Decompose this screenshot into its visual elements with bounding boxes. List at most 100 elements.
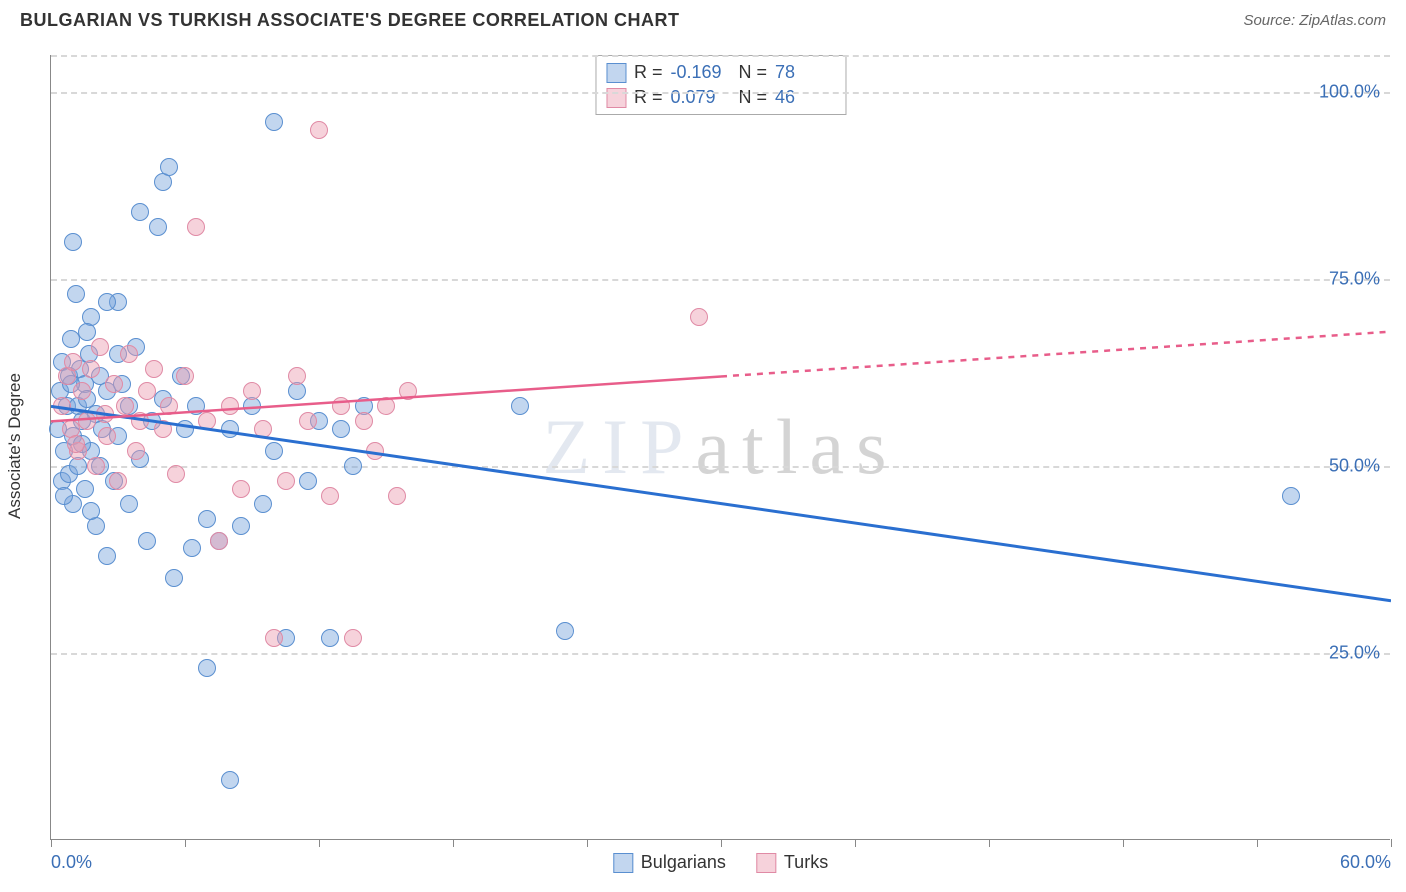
- data-point: [377, 397, 395, 415]
- data-point: [232, 517, 250, 535]
- n-label: N =: [739, 62, 768, 83]
- data-point: [138, 532, 156, 550]
- data-point: [221, 771, 239, 789]
- x-tick-label: 0.0%: [51, 852, 92, 873]
- x-tick: [989, 839, 990, 847]
- x-tick: [51, 839, 52, 847]
- gridline: [51, 279, 1390, 281]
- data-point: [149, 218, 167, 236]
- data-point: [299, 412, 317, 430]
- data-point: [76, 480, 94, 498]
- data-point: [187, 218, 205, 236]
- data-point: [332, 397, 350, 415]
- data-point: [105, 375, 123, 393]
- data-point: [98, 427, 116, 445]
- data-point: [310, 121, 328, 139]
- data-point: [210, 532, 228, 550]
- data-point: [73, 382, 91, 400]
- data-point: [321, 487, 339, 505]
- x-tick: [1391, 839, 1392, 847]
- data-point: [221, 397, 239, 415]
- stats-row-series2: R = 0.079 N = 46: [606, 85, 835, 110]
- watermark: ZIPatlas: [543, 402, 899, 492]
- data-point: [167, 465, 185, 483]
- data-point: [198, 510, 216, 528]
- data-point: [109, 472, 127, 490]
- data-point: [120, 495, 138, 513]
- swatch-series2: [756, 853, 776, 873]
- x-tick: [855, 839, 856, 847]
- data-point: [154, 420, 172, 438]
- data-point: [299, 472, 317, 490]
- data-point: [511, 397, 529, 415]
- y-axis-label: Associate's Degree: [5, 373, 25, 519]
- chart-title: BULGARIAN VS TURKISH ASSOCIATE'S DEGREE …: [20, 10, 679, 31]
- data-point: [131, 412, 149, 430]
- data-point: [355, 412, 373, 430]
- swatch-series1: [606, 63, 626, 83]
- data-point: [138, 382, 156, 400]
- data-point: [1282, 487, 1300, 505]
- legend-item-series2: Turks: [756, 852, 828, 873]
- scatter-chart: ZIPatlas R = -0.169 N = 78 R = 0.079 N =…: [50, 55, 1390, 840]
- data-point: [243, 382, 261, 400]
- data-point: [160, 158, 178, 176]
- data-point: [67, 435, 85, 453]
- data-point: [176, 367, 194, 385]
- x-tick-label: 60.0%: [1340, 852, 1391, 873]
- data-point: [64, 233, 82, 251]
- r-value-series2: 0.079: [671, 87, 731, 108]
- data-point: [232, 480, 250, 498]
- data-point: [288, 367, 306, 385]
- data-point: [388, 487, 406, 505]
- data-point: [332, 420, 350, 438]
- data-point: [265, 629, 283, 647]
- data-point: [265, 113, 283, 131]
- data-point: [91, 338, 109, 356]
- data-point: [254, 495, 272, 513]
- data-point: [98, 293, 116, 311]
- gridline: [51, 55, 1390, 57]
- gridline: [51, 92, 1390, 94]
- swatch-series2: [606, 88, 626, 108]
- data-point: [82, 502, 100, 520]
- data-point: [96, 405, 114, 423]
- data-point: [165, 569, 183, 587]
- data-point: [120, 345, 138, 363]
- x-tick: [721, 839, 722, 847]
- data-point: [344, 629, 362, 647]
- data-point: [87, 457, 105, 475]
- data-point: [98, 547, 116, 565]
- x-tick: [1257, 839, 1258, 847]
- x-tick: [185, 839, 186, 847]
- y-tick-label: 75.0%: [1329, 269, 1380, 290]
- stats-row-series1: R = -0.169 N = 78: [606, 60, 835, 85]
- x-tick: [587, 839, 588, 847]
- data-point: [344, 457, 362, 475]
- y-tick-label: 25.0%: [1329, 643, 1380, 664]
- data-point: [55, 487, 73, 505]
- x-tick: [1123, 839, 1124, 847]
- data-point: [366, 442, 384, 460]
- data-point: [53, 397, 71, 415]
- data-point: [198, 659, 216, 677]
- data-point: [78, 412, 96, 430]
- data-point: [321, 629, 339, 647]
- x-tick: [319, 839, 320, 847]
- gridline: [51, 466, 1390, 468]
- data-point: [198, 412, 216, 430]
- data-point: [131, 203, 149, 221]
- data-point: [265, 442, 283, 460]
- data-point: [176, 420, 194, 438]
- data-point: [82, 360, 100, 378]
- data-point: [690, 308, 708, 326]
- n-value-series2: 46: [775, 87, 835, 108]
- r-label: R =: [634, 87, 663, 108]
- trend-lines: [51, 55, 1391, 840]
- data-point: [78, 323, 96, 341]
- data-point: [116, 397, 134, 415]
- gridline: [51, 653, 1390, 655]
- r-label: R =: [634, 62, 663, 83]
- data-point: [221, 420, 239, 438]
- source-attribution: Source: ZipAtlas.com: [1243, 12, 1386, 29]
